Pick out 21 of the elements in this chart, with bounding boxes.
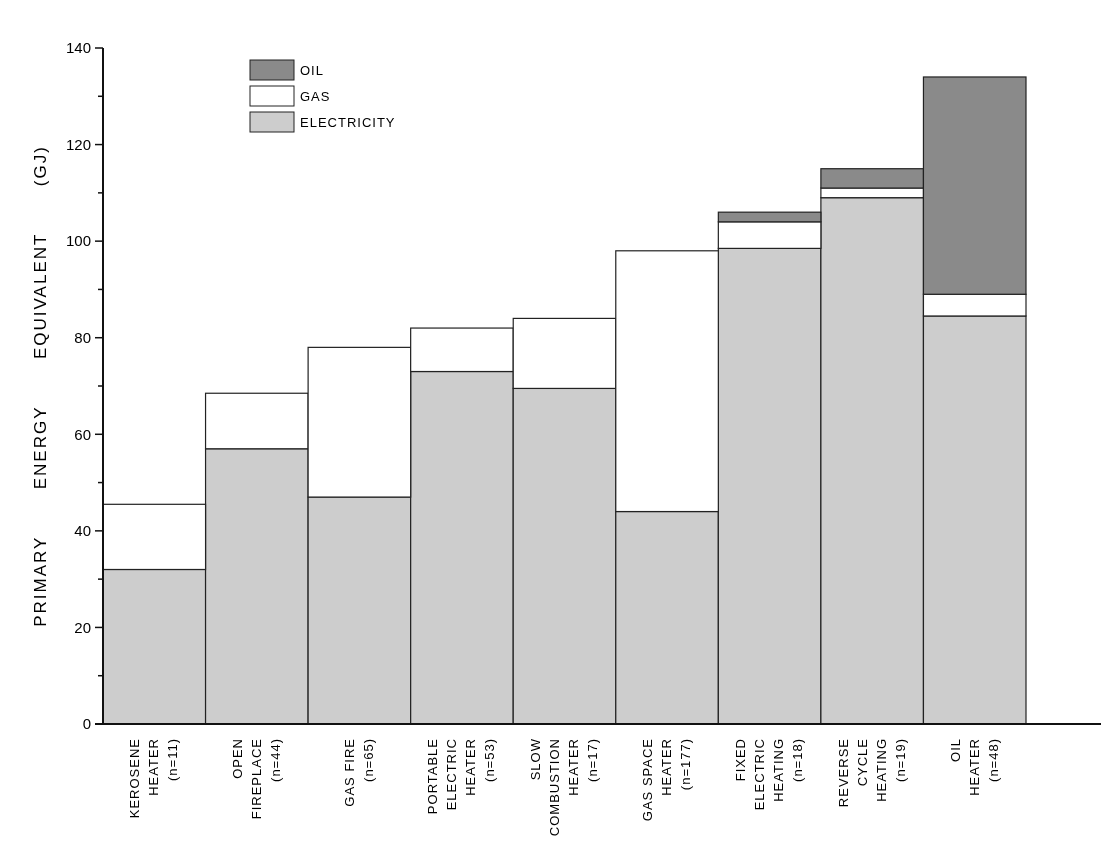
legend-label: GAS xyxy=(300,88,331,104)
legend-label: OIL xyxy=(300,62,324,78)
y-tick-label: 140 xyxy=(65,39,91,57)
x-tick-label: FIXED ELECTRIC HEATING (n=18) xyxy=(733,738,806,811)
x-tick-label: GAS FIRE (n=65) xyxy=(341,738,376,807)
x-tick-label: SLOW COMBUSTION HEATER (n=17) xyxy=(528,738,600,837)
x-tick-label: GAS SPACE HEATER (n=177) xyxy=(640,738,694,822)
x-tick-label: REVERSE CYCLE HEATING (n=19) xyxy=(835,738,908,808)
y-tick-label: 80 xyxy=(74,328,91,346)
y-tick-label: 20 xyxy=(74,618,91,636)
legend-label: ELECTRICITY xyxy=(300,114,396,130)
y-tick-label: 100 xyxy=(65,232,91,250)
y-tick-label: 40 xyxy=(74,522,91,540)
x-tick-label: PORTABLE ELECTRIC HEATER (n=53) xyxy=(425,738,498,815)
x-tick-label: OIL HEATER (n=48) xyxy=(947,738,1001,796)
x-tick-label: OPEN FIREPLACE (n=44) xyxy=(229,738,283,820)
y-tick-label: 0 xyxy=(82,715,91,733)
y-axis-title: PRIMARY ENERGY EQUIVALENT (GJ) xyxy=(31,145,50,627)
y-tick-label: 60 xyxy=(74,425,91,443)
x-tick-label: KEROSENE HEATER (n=11) xyxy=(127,738,181,819)
y-tick-label: 120 xyxy=(65,135,91,153)
